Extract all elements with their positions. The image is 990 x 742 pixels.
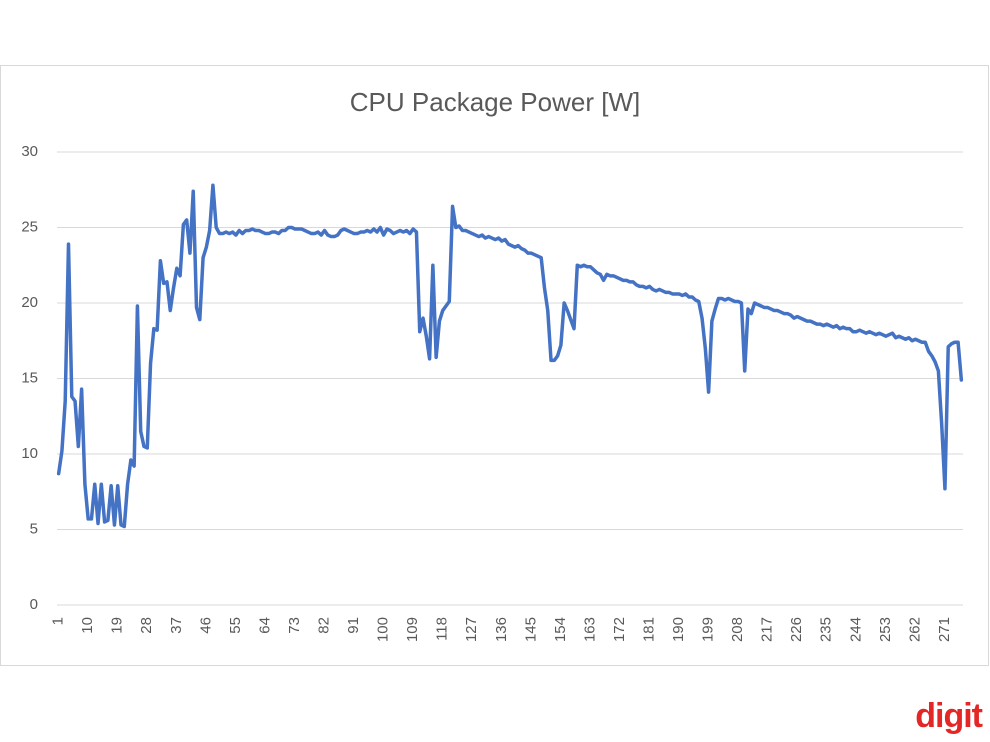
watermark-logo: digit — [915, 697, 982, 735]
x-tick-label: 145 — [522, 617, 539, 642]
x-tick-label: 19 — [109, 617, 126, 634]
x-tick-label: 208 — [729, 617, 746, 642]
x-tick-label: 64 — [256, 617, 273, 634]
x-tick-label: 46 — [197, 617, 214, 634]
x-tick-label: 91 — [345, 617, 362, 634]
x-tick-label: 55 — [227, 617, 244, 634]
x-tick-label: 271 — [936, 617, 953, 642]
x-tick-label: 28 — [138, 617, 155, 634]
x-tick-label: 181 — [640, 617, 657, 642]
x-tick-label: 37 — [168, 617, 185, 634]
x-tick-label: 127 — [463, 617, 480, 642]
data-line — [56, 183, 964, 529]
y-tick-label: 5 — [30, 520, 38, 537]
y-tick-label: 30 — [21, 143, 38, 160]
x-tick-label: 226 — [788, 617, 805, 642]
chart-border — [0, 65, 989, 666]
y-tick-label: 15 — [21, 369, 38, 386]
x-tick-label: 1 — [50, 617, 67, 625]
y-tick-label: 10 — [21, 445, 38, 462]
x-tick-label: 118 — [434, 617, 451, 641]
y-tick-label: 25 — [21, 218, 38, 235]
x-tick-label: 136 — [493, 617, 510, 642]
x-tick-label: 217 — [759, 617, 776, 642]
x-tick-label: 73 — [286, 617, 303, 634]
x-tick-label: 244 — [847, 617, 864, 642]
x-tick-label: 100 — [375, 617, 392, 642]
x-tick-label: 235 — [818, 617, 835, 642]
x-tick-label: 109 — [404, 617, 421, 642]
x-tick-label: 154 — [552, 617, 569, 642]
x-tick-label: 10 — [79, 617, 96, 634]
x-tick-label: 253 — [877, 617, 894, 642]
x-tick-label: 172 — [611, 617, 628, 642]
chart-title: CPU Package Power [W] — [350, 87, 640, 117]
x-tick-label: 190 — [670, 617, 687, 642]
y-tick-label: 0 — [30, 596, 38, 613]
x-tick-label: 199 — [700, 617, 717, 642]
x-tick-label: 262 — [906, 617, 923, 642]
y-tick-label: 20 — [21, 294, 38, 311]
x-tick-label: 82 — [316, 617, 333, 634]
x-tick-label: 163 — [581, 617, 598, 642]
